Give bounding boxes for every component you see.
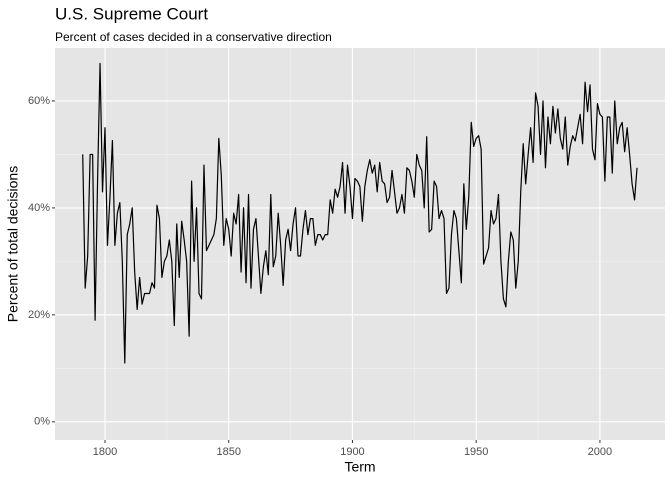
- line: [82, 62, 638, 364]
- y-tick-label: 0%: [34, 416, 50, 428]
- chart-subtitle: Percent of cases decided in a conservati…: [55, 30, 332, 44]
- plot-panel: [55, 48, 665, 440]
- x-tick-label: 1800: [93, 446, 117, 458]
- y-tick-label: 40%: [28, 202, 50, 214]
- x-tick-label: 1950: [464, 446, 488, 458]
- chart-title: U.S. Supreme Court: [55, 4, 208, 23]
- x-axis-title: Term: [344, 459, 375, 475]
- x-tick-label: 1900: [340, 446, 364, 458]
- y-tick-label: 60%: [28, 95, 50, 107]
- x-tick-label: 2000: [588, 446, 612, 458]
- y-tick-label: 20%: [28, 309, 50, 321]
- y-axis-title: Percent of total decisions: [5, 166, 21, 322]
- x-tick-label: 1850: [216, 446, 240, 458]
